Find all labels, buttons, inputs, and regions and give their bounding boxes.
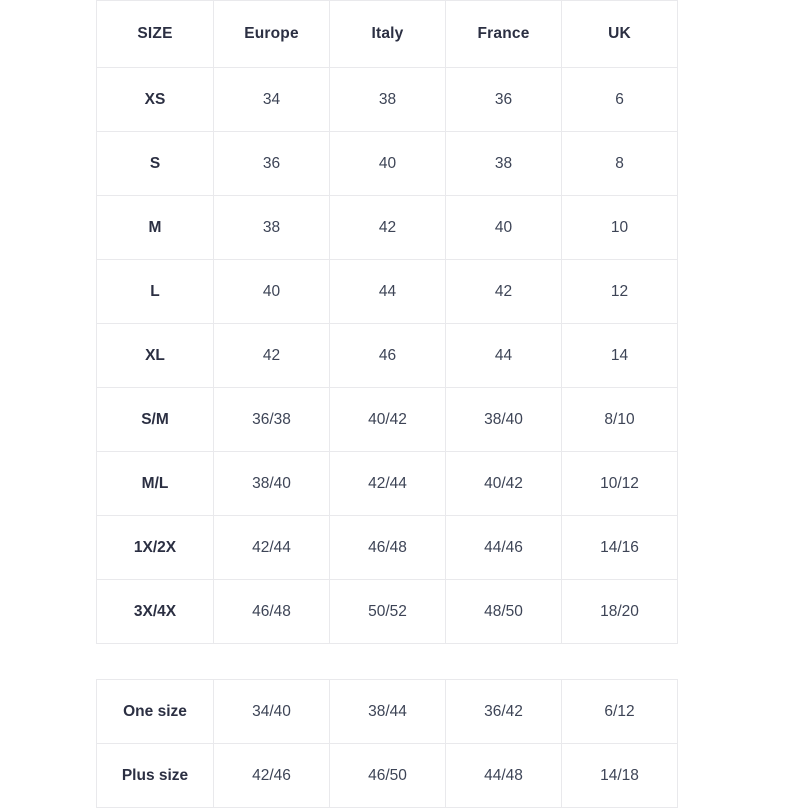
cell-italy: 42 [329, 195, 446, 260]
row-label: S/M [96, 387, 214, 452]
table-spacer [96, 644, 678, 679]
table-row: M/L 38/40 42/44 40/42 10/12 [96, 451, 678, 516]
row-label: 3X/4X [96, 579, 214, 644]
primary-size-chart-body: XS 34 38 36 6 S 36 40 38 8 M 38 42 [96, 67, 678, 644]
row-label: One size [96, 679, 214, 744]
cell-france: 40/42 [445, 451, 562, 516]
cell-uk: 6/12 [561, 679, 678, 744]
cell-uk: 10/12 [561, 451, 678, 516]
cell-italy: 38/44 [329, 679, 446, 744]
cell-europe: 34 [213, 67, 330, 132]
cell-europe: 42/44 [213, 515, 330, 580]
cell-uk: 6 [561, 67, 678, 132]
cell-uk: 10 [561, 195, 678, 260]
primary-size-chart-header: SIZE Europe Italy France UK [96, 0, 678, 68]
row-label: M/L [96, 451, 214, 516]
cell-france: 44/46 [445, 515, 562, 580]
cell-europe: 40 [213, 259, 330, 324]
table-row: S 36 40 38 8 [96, 131, 678, 196]
table-row: XS 34 38 36 6 [96, 67, 678, 132]
cell-uk: 8 [561, 131, 678, 196]
cell-uk: 8/10 [561, 387, 678, 452]
cell-europe: 46/48 [213, 579, 330, 644]
cell-uk: 12 [561, 259, 678, 324]
table-header-row: SIZE Europe Italy France UK [96, 0, 678, 68]
table-row: 3X/4X 46/48 50/52 48/50 18/20 [96, 579, 678, 644]
cell-france: 40 [445, 195, 562, 260]
cell-italy: 40 [329, 131, 446, 196]
secondary-size-chart-body: One size 34/40 38/44 36/42 6/12 Plus siz… [96, 679, 678, 808]
cell-france: 36 [445, 67, 562, 132]
row-label: XL [96, 323, 214, 388]
table-row: S/M 36/38 40/42 38/40 8/10 [96, 387, 678, 452]
cell-italy: 38 [329, 67, 446, 132]
cell-italy: 46/50 [329, 743, 446, 808]
cell-europe: 34/40 [213, 679, 330, 744]
cell-uk: 14/16 [561, 515, 678, 580]
cell-uk: 14/18 [561, 743, 678, 808]
secondary-size-chart-table: One size 34/40 38/44 36/42 6/12 Plus siz… [96, 679, 678, 808]
table-row: XL 42 46 44 14 [96, 323, 678, 388]
table-row: L 40 44 42 12 [96, 259, 678, 324]
column-header-italy: Italy [329, 0, 446, 68]
cell-europe: 36/38 [213, 387, 330, 452]
cell-france: 42 [445, 259, 562, 324]
cell-uk: 14 [561, 323, 678, 388]
row-label: XS [96, 67, 214, 132]
row-label: M [96, 195, 214, 260]
row-label: Plus size [96, 743, 214, 808]
cell-france: 44/48 [445, 743, 562, 808]
size-charts-container: SIZE Europe Italy France UK XS 34 38 36 … [96, 0, 678, 808]
cell-italy: 46/48 [329, 515, 446, 580]
cell-europe: 42 [213, 323, 330, 388]
cell-uk: 18/20 [561, 579, 678, 644]
column-header-france: France [445, 0, 562, 68]
primary-size-chart-table: SIZE Europe Italy France UK XS 34 38 36 … [96, 0, 678, 644]
cell-italy: 50/52 [329, 579, 446, 644]
cell-europe: 36 [213, 131, 330, 196]
table-row: Plus size 42/46 46/50 44/48 14/18 [96, 743, 678, 808]
column-header-size: SIZE [96, 0, 214, 68]
table-row: M 38 42 40 10 [96, 195, 678, 260]
row-label: L [96, 259, 214, 324]
cell-europe: 42/46 [213, 743, 330, 808]
cell-italy: 44 [329, 259, 446, 324]
cell-italy: 42/44 [329, 451, 446, 516]
cell-france: 38/40 [445, 387, 562, 452]
cell-france: 48/50 [445, 579, 562, 644]
table-row: 1X/2X 42/44 46/48 44/46 14/16 [96, 515, 678, 580]
cell-italy: 40/42 [329, 387, 446, 452]
cell-europe: 38/40 [213, 451, 330, 516]
cell-europe: 38 [213, 195, 330, 260]
cell-italy: 46 [329, 323, 446, 388]
row-label: 1X/2X [96, 515, 214, 580]
cell-france: 36/42 [445, 679, 562, 744]
column-header-uk: UK [561, 0, 678, 68]
cell-france: 38 [445, 131, 562, 196]
cell-france: 44 [445, 323, 562, 388]
table-row: One size 34/40 38/44 36/42 6/12 [96, 679, 678, 744]
column-header-europe: Europe [213, 0, 330, 68]
row-label: S [96, 131, 214, 196]
